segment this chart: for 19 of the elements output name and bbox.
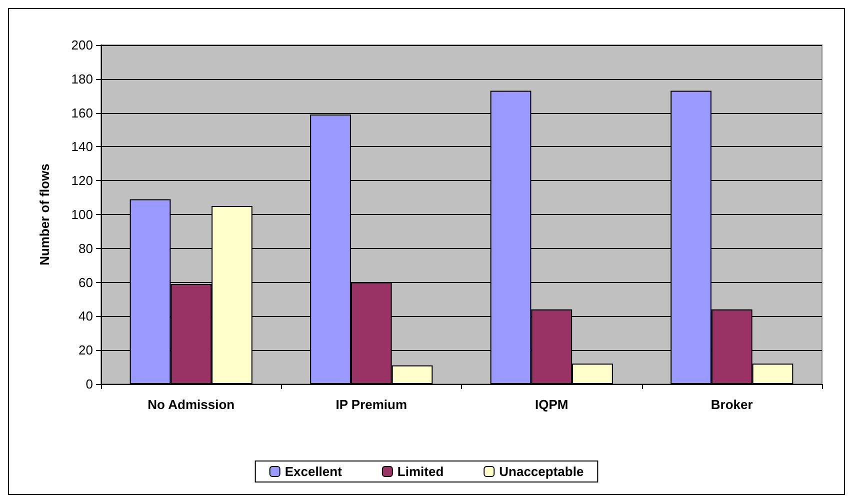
y-tick-label: 80 xyxy=(78,240,93,256)
y-tick-label: 140 xyxy=(71,139,93,154)
y-tick-label: 60 xyxy=(78,274,93,290)
y-tick-label: 100 xyxy=(71,207,93,222)
y-tick-label: 120 xyxy=(71,173,93,188)
y-tick-label: 200 xyxy=(71,38,93,52)
y-tick-label: 20 xyxy=(78,342,93,358)
y-tick-label: 160 xyxy=(71,105,93,120)
y-tick-label: 0 xyxy=(86,376,93,392)
x-tick-label: Broker xyxy=(710,397,753,412)
x-tick-label: No Admission xyxy=(148,397,235,412)
x-tick-label: IQPM xyxy=(535,397,568,412)
legend-label: Excellent xyxy=(284,464,343,479)
x-tick-label: IP Premium xyxy=(336,397,408,412)
y-tick-label: 40 xyxy=(78,308,93,324)
y-tick-label: 180 xyxy=(71,71,93,86)
y-axis-title: Number of flows xyxy=(37,164,52,266)
legend-label: Limited xyxy=(397,464,444,479)
legend-label: Unacceptable xyxy=(499,464,584,479)
